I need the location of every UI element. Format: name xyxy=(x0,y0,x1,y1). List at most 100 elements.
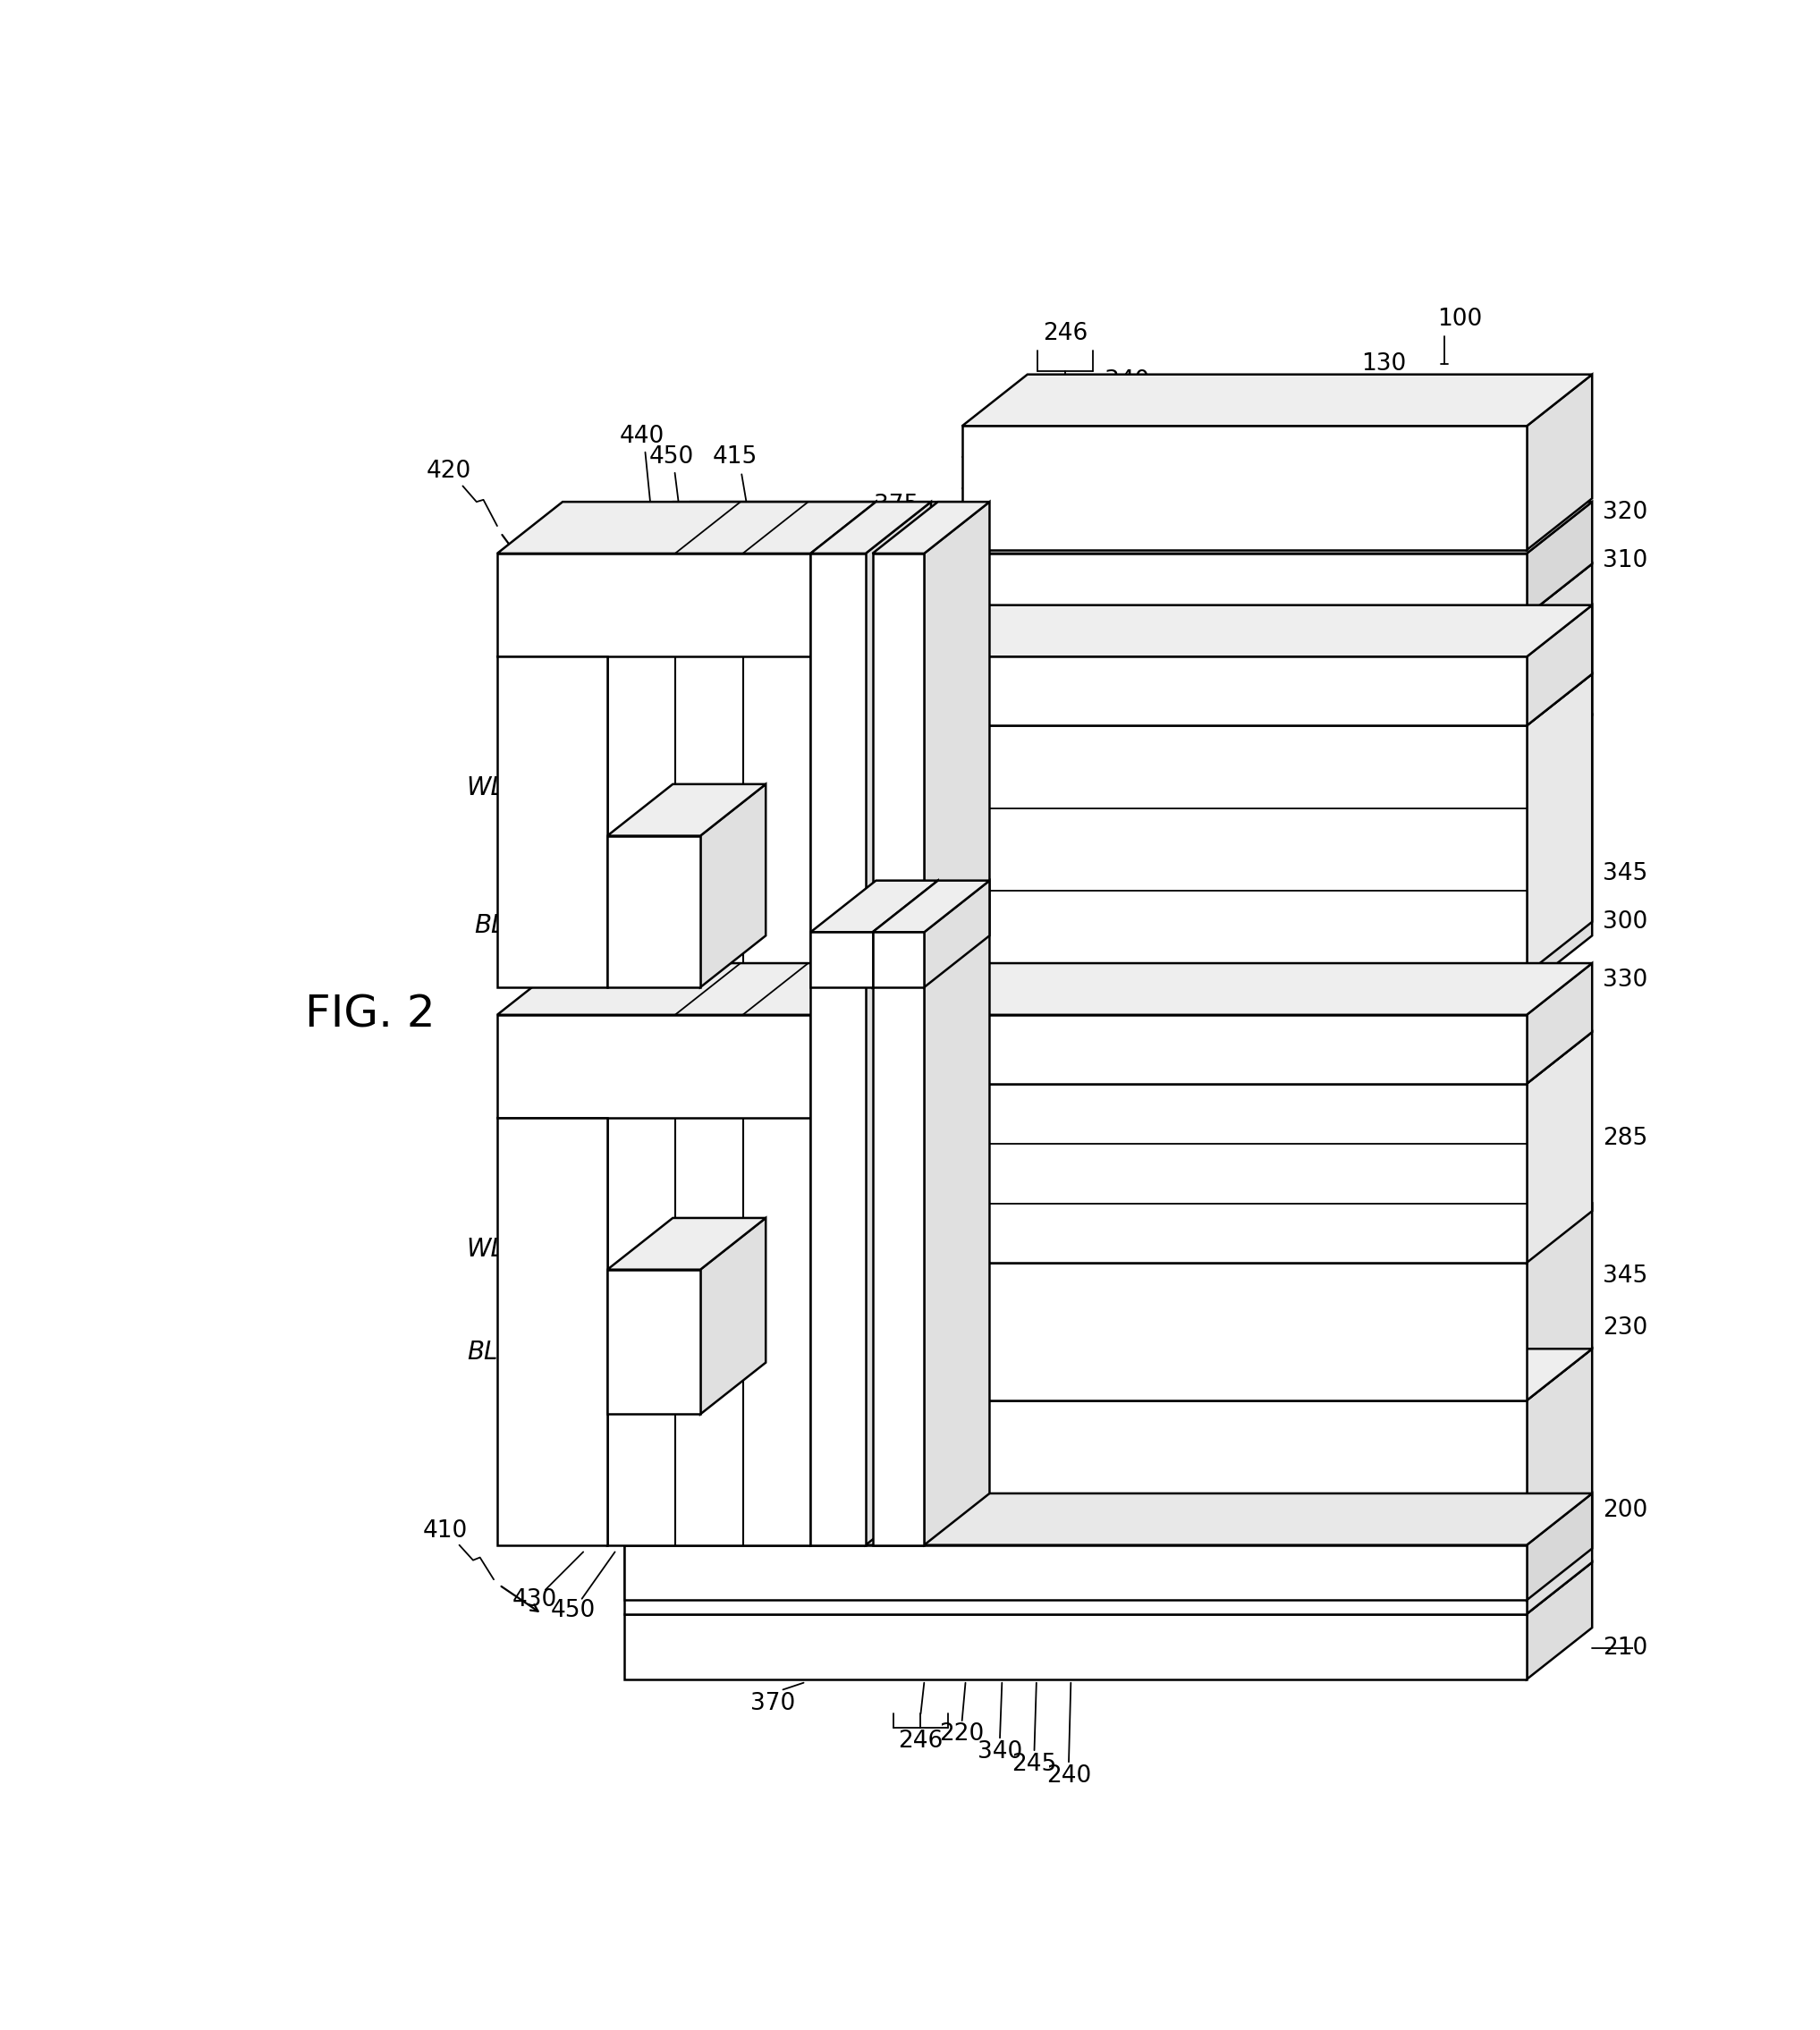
Text: 340: 340 xyxy=(1105,369,1150,394)
Polygon shape xyxy=(497,962,875,1015)
Polygon shape xyxy=(810,554,866,1545)
Text: 246: 246 xyxy=(1043,321,1088,345)
Text: WL: WL xyxy=(466,775,504,800)
Polygon shape xyxy=(624,1545,1527,1600)
Polygon shape xyxy=(1527,674,1592,974)
Text: 345: 345 xyxy=(1602,1265,1647,1289)
Text: Vss: Vss xyxy=(746,928,786,950)
Polygon shape xyxy=(810,501,932,554)
Polygon shape xyxy=(497,658,608,987)
Text: 285: 285 xyxy=(1602,1127,1647,1151)
Polygon shape xyxy=(810,1084,906,1263)
Polygon shape xyxy=(810,501,875,658)
Polygon shape xyxy=(906,1084,1527,1263)
Polygon shape xyxy=(624,1257,1527,1401)
Polygon shape xyxy=(1527,962,1592,1084)
Text: 310: 310 xyxy=(1602,548,1647,572)
Polygon shape xyxy=(608,1269,701,1415)
Polygon shape xyxy=(624,767,1527,987)
Polygon shape xyxy=(624,501,1593,554)
Polygon shape xyxy=(624,715,1593,767)
Text: 410: 410 xyxy=(422,1520,468,1543)
Text: BL1: BL1 xyxy=(468,1340,513,1364)
Polygon shape xyxy=(608,1066,673,1545)
Text: 365: 365 xyxy=(741,972,786,995)
Text: 375: 375 xyxy=(874,493,919,518)
Polygon shape xyxy=(963,426,1527,550)
Polygon shape xyxy=(810,658,1527,725)
Polygon shape xyxy=(497,1066,673,1119)
Polygon shape xyxy=(624,1348,1593,1401)
Polygon shape xyxy=(497,501,875,554)
Polygon shape xyxy=(608,1015,810,1545)
Polygon shape xyxy=(1527,1563,1592,1679)
Text: 300: 300 xyxy=(1602,909,1647,934)
Polygon shape xyxy=(906,725,1527,974)
Polygon shape xyxy=(1527,605,1592,725)
Text: 210: 210 xyxy=(1602,1636,1647,1661)
Text: 370: 370 xyxy=(750,1691,795,1715)
Polygon shape xyxy=(1527,501,1592,615)
Text: 130: 130 xyxy=(1361,353,1407,376)
Polygon shape xyxy=(497,1015,810,1119)
Text: 340: 340 xyxy=(977,1740,1023,1764)
Polygon shape xyxy=(1527,564,1592,767)
Polygon shape xyxy=(963,374,1592,426)
Text: 450: 450 xyxy=(550,1600,595,1622)
Polygon shape xyxy=(810,962,875,1545)
Polygon shape xyxy=(906,1031,972,1263)
Polygon shape xyxy=(624,564,1593,615)
Text: 330: 330 xyxy=(1602,968,1647,993)
Polygon shape xyxy=(810,881,937,932)
Polygon shape xyxy=(701,784,766,987)
Polygon shape xyxy=(624,554,1527,615)
Polygon shape xyxy=(608,836,701,987)
Polygon shape xyxy=(810,962,875,1119)
Text: 100: 100 xyxy=(1438,309,1481,331)
Text: 440: 440 xyxy=(619,424,664,449)
Polygon shape xyxy=(810,1031,972,1084)
Polygon shape xyxy=(872,932,925,987)
Text: 240: 240 xyxy=(1046,1764,1092,1786)
Text: 360: 360 xyxy=(741,948,786,972)
Text: 245: 245 xyxy=(1012,1752,1057,1776)
Text: FIG. 2: FIG. 2 xyxy=(304,993,435,1035)
Polygon shape xyxy=(810,605,1592,658)
Text: 420: 420 xyxy=(426,459,471,483)
Text: 246: 246 xyxy=(899,1730,943,1754)
Polygon shape xyxy=(925,501,990,1545)
Text: 345: 345 xyxy=(1602,863,1647,885)
Polygon shape xyxy=(1527,374,1592,550)
Polygon shape xyxy=(866,501,932,1545)
Text: 415: 415 xyxy=(664,1644,710,1667)
Polygon shape xyxy=(872,501,990,554)
Polygon shape xyxy=(810,932,872,987)
Polygon shape xyxy=(624,1494,1593,1545)
Polygon shape xyxy=(925,881,990,987)
Polygon shape xyxy=(608,784,766,836)
Polygon shape xyxy=(872,881,937,987)
Text: WL: WL xyxy=(466,1236,504,1261)
Polygon shape xyxy=(810,501,875,987)
Text: 320: 320 xyxy=(1602,501,1647,524)
Text: 450: 450 xyxy=(650,445,693,469)
Polygon shape xyxy=(906,674,1592,725)
Polygon shape xyxy=(1527,1348,1592,1614)
Polygon shape xyxy=(810,962,1592,1015)
Text: BL2: BL2 xyxy=(473,914,521,938)
Polygon shape xyxy=(872,554,925,1545)
Polygon shape xyxy=(497,554,810,658)
Polygon shape xyxy=(624,1401,1527,1614)
Polygon shape xyxy=(810,1015,1527,1084)
Polygon shape xyxy=(624,615,1527,767)
Polygon shape xyxy=(497,605,673,658)
Polygon shape xyxy=(608,501,875,554)
Text: 220: 220 xyxy=(939,1723,985,1746)
Text: 230: 230 xyxy=(1602,1317,1647,1340)
Text: 200: 200 xyxy=(1602,1498,1647,1522)
Polygon shape xyxy=(624,1563,1593,1614)
Polygon shape xyxy=(1527,1494,1592,1600)
Text: Vcc: Vcc xyxy=(744,997,786,1019)
Text: 110: 110 xyxy=(1416,400,1461,424)
Polygon shape xyxy=(624,1204,1593,1257)
